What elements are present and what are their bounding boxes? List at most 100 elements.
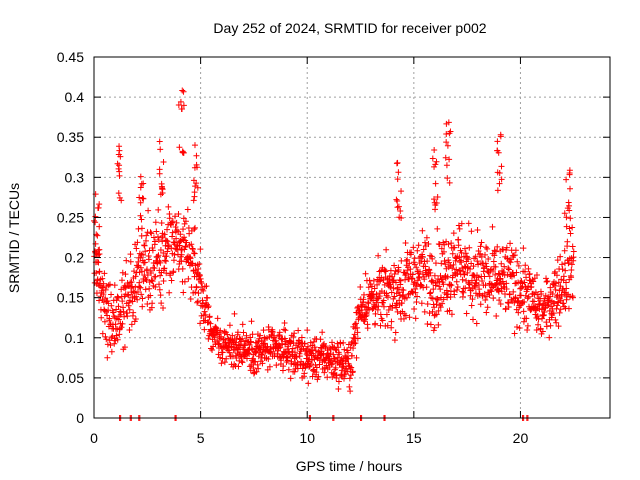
data-point (419, 227, 426, 234)
y-tick-label: 0.1 (65, 330, 85, 346)
data-point (444, 175, 451, 182)
data-point (196, 260, 203, 267)
data-point (158, 183, 165, 190)
data-point (450, 261, 457, 268)
data-point (181, 220, 188, 227)
data-point (432, 260, 439, 267)
data-point (282, 341, 289, 348)
data-point (191, 142, 198, 149)
data-point (184, 206, 191, 213)
data-point (157, 259, 164, 266)
data-point (499, 278, 506, 285)
data-point (413, 298, 420, 305)
data-point (547, 293, 554, 300)
data-point (203, 283, 210, 290)
data-point (507, 259, 514, 266)
data-point (475, 261, 482, 268)
data-point (566, 202, 573, 209)
data-point (214, 337, 221, 344)
data-point (431, 304, 438, 311)
data-point (409, 271, 416, 278)
data-point (375, 252, 382, 259)
data-point (273, 362, 280, 369)
data-point (101, 318, 108, 325)
data-point (136, 194, 143, 201)
data-point (267, 348, 274, 355)
data-point (454, 270, 461, 277)
data-point (516, 324, 523, 331)
grid-lines (94, 57, 610, 418)
data-point (470, 263, 477, 270)
data-point (446, 179, 453, 186)
data-point (495, 287, 502, 294)
data-point (281, 319, 288, 326)
data-point (398, 257, 405, 264)
data-point (138, 291, 145, 298)
data-point (567, 215, 574, 222)
data-point (125, 292, 132, 299)
data-point (155, 252, 162, 259)
data-point (95, 259, 102, 266)
data-point (98, 314, 105, 321)
data-point (178, 106, 185, 113)
data-point (497, 275, 504, 282)
data-point (161, 265, 168, 272)
data-point (142, 286, 149, 293)
data-point (440, 281, 447, 288)
data-point (197, 320, 204, 327)
data-point (524, 295, 531, 302)
data-points (91, 87, 577, 421)
data-point (347, 388, 354, 395)
data-point (432, 180, 439, 187)
data-point (374, 281, 381, 288)
data-point (301, 370, 308, 377)
data-point (154, 253, 161, 260)
data-point (449, 250, 456, 257)
data-point (127, 258, 134, 265)
data-point (497, 301, 504, 308)
data-point (444, 142, 451, 149)
data-point (238, 338, 245, 345)
data-point (201, 308, 208, 315)
data-point (477, 250, 484, 257)
data-point (458, 259, 465, 266)
data-point (377, 277, 384, 284)
data-point (446, 156, 453, 163)
data-point (247, 339, 254, 346)
data-point (552, 280, 559, 287)
data-point (380, 303, 387, 310)
data-point (175, 102, 182, 109)
data-point (233, 355, 240, 362)
data-point (547, 284, 554, 291)
data-point (137, 284, 144, 291)
x-axis-label: GPS time / hours (296, 458, 403, 474)
data-point (530, 278, 537, 285)
data-point (221, 330, 228, 337)
data-point (397, 281, 404, 288)
data-point (206, 313, 213, 320)
data-point (136, 279, 143, 286)
data-point (185, 225, 192, 232)
data-point (113, 306, 120, 313)
data-point (324, 374, 331, 381)
data-point (188, 241, 195, 248)
data-point (443, 130, 450, 137)
data-point (503, 286, 510, 293)
data-point (380, 297, 387, 304)
y-tick-label: 0.05 (57, 370, 84, 386)
data-point (258, 337, 265, 344)
data-point (121, 344, 128, 351)
data-point (160, 158, 167, 165)
data-point (317, 336, 324, 343)
data-point (350, 345, 357, 352)
data-point (562, 267, 569, 274)
data-point (169, 229, 176, 236)
data-point (429, 255, 436, 262)
data-point (554, 302, 561, 309)
data-point (490, 295, 497, 302)
tick-labels: 0 5 10 15 20 0 0.05 0.1 0.15 0.2 0.25 0.3 0.35 0.4 0.4… (57, 49, 529, 446)
data-point (396, 276, 403, 283)
data-point (119, 298, 126, 305)
data-point (424, 258, 431, 265)
data-point (160, 277, 167, 284)
